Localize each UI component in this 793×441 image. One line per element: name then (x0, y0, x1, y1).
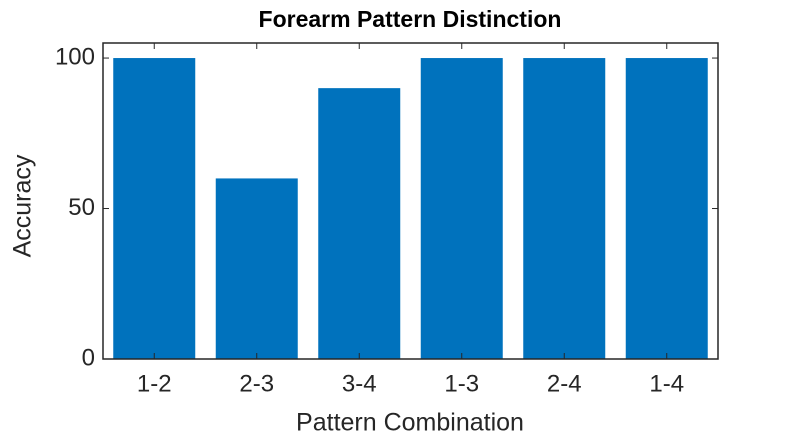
bar (215, 178, 298, 359)
bar (420, 58, 503, 360)
y-tick-label: 0 (82, 344, 95, 371)
bar (318, 88, 401, 360)
bar (523, 58, 606, 360)
x-tick-label: 1-2 (137, 370, 172, 397)
y-tick-label: 100 (55, 43, 95, 70)
y-tick-label: 50 (68, 194, 95, 221)
x-tick-label: 2-3 (239, 370, 274, 397)
x-tick-label: 2-4 (547, 370, 582, 397)
x-axis-label: Pattern Combination (296, 409, 524, 437)
x-tick-label: 3-4 (342, 370, 377, 397)
x-tick-label: 1-4 (649, 370, 684, 397)
bar (625, 58, 708, 360)
x-tick-label: 1-3 (444, 370, 479, 397)
plot-frame (102, 42, 719, 360)
chart-title: Forearm Pattern Distinction (259, 6, 562, 32)
bar (113, 58, 196, 360)
y-axis-label: Accuracy (9, 154, 37, 257)
